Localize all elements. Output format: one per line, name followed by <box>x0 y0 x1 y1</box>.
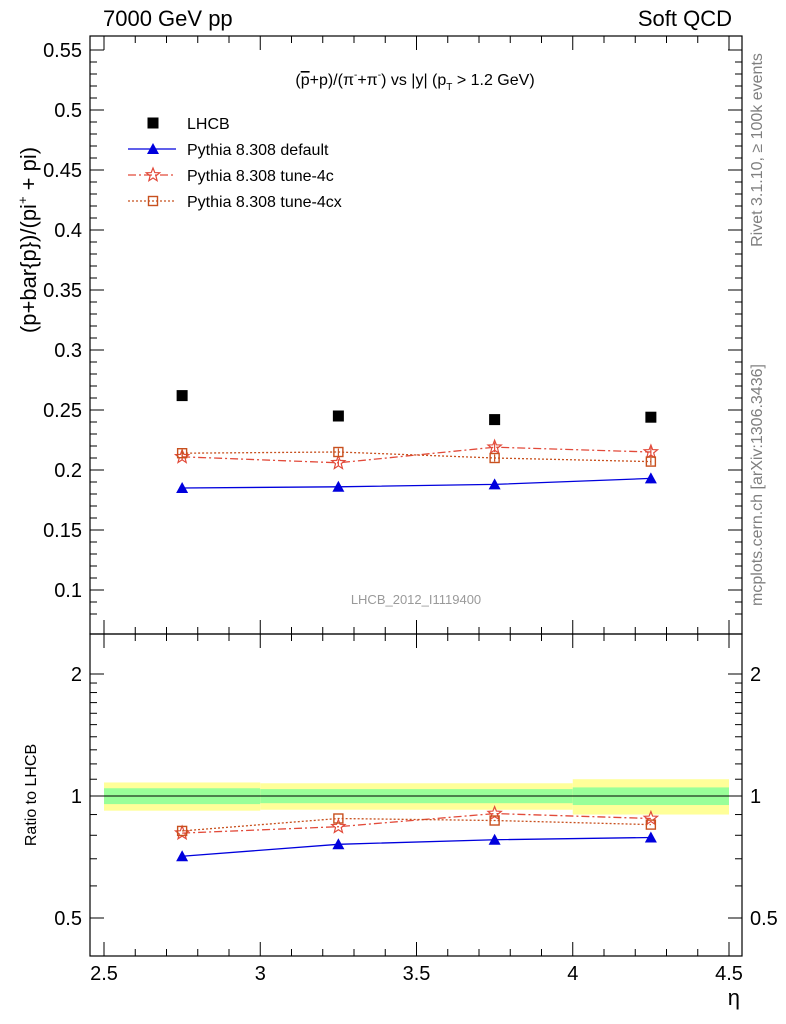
legend: LHCB Pythia 8.308 default Pythia 8.308 tun… <box>128 116 342 211</box>
main-data-point <box>176 448 188 459</box>
legend-marker <box>147 195 159 207</box>
ratio-y-tick-label-right: 2 <box>750 664 761 686</box>
rivet-version-label: Rivet 3.1.10, ≥ 100k events <box>749 53 766 247</box>
main-data-point <box>489 452 500 464</box>
legend-label: LHCB <box>187 116 230 133</box>
ratio-y-tick-label-right: 0.5 <box>750 908 778 930</box>
main-data-point <box>645 411 657 423</box>
main-data-point <box>486 438 503 455</box>
main-series-group <box>173 390 660 493</box>
legend-label: Pythia 8.308 default <box>187 142 329 159</box>
x-tick-label: 4.5 <box>715 963 743 985</box>
y-tick-label: 0.15 <box>43 520 82 542</box>
y-tick-label: 0.45 <box>43 160 82 182</box>
legend-marker <box>147 143 159 154</box>
x-tick-label: 2.5 <box>90 963 118 985</box>
ratio-data-point <box>644 831 657 843</box>
ratio-data-point <box>642 809 660 826</box>
ratio-y-axis-title: Ratio to LHCB <box>23 744 40 846</box>
main-data-point <box>332 410 344 422</box>
main-data-point <box>488 478 501 490</box>
ratio-data-point <box>332 838 345 850</box>
x-tick-label: 3 <box>255 963 266 985</box>
y-tick-label: 0.1 <box>54 580 82 602</box>
y-tick-label: 0.35 <box>43 280 82 302</box>
ratio-data-point <box>176 825 188 837</box>
legend-marker <box>147 117 159 129</box>
main-series-line <box>182 477 651 489</box>
main-data-point <box>644 472 657 484</box>
ratio-data-point <box>488 833 501 845</box>
y-tick-label: 0.4 <box>54 220 82 242</box>
main-data-point <box>332 480 345 492</box>
main-data-point <box>645 456 657 467</box>
mcplots-label: mcplots.cern.ch [arXiv:1306.3436] <box>749 364 766 606</box>
plot-title: (p+p)/(π-+π-) vs |y| (pT > 1.2 GeV) <box>295 70 534 93</box>
ratio-data-point <box>489 815 500 826</box>
main-data-point <box>333 446 344 458</box>
ratio-y-ticks: 0.5 0.5 1 1 2 2 <box>54 664 778 930</box>
ratio-series-group <box>173 804 660 862</box>
legend-marker <box>144 166 162 183</box>
y-tick-label: 0.55 <box>43 40 82 62</box>
ratio-y-tick-label-right: 1 <box>750 786 761 808</box>
main-series-line <box>182 446 651 464</box>
ratio-series-line <box>182 836 651 857</box>
ratio-y-tick-label: 2 <box>71 664 82 686</box>
ratio-data-point <box>176 850 189 862</box>
x-tick-label: 3.5 <box>403 963 431 985</box>
main-data-point <box>176 390 188 402</box>
ratio-series-line <box>182 817 651 832</box>
main-data-point <box>176 482 189 493</box>
main-data-point <box>642 443 660 460</box>
ratio-data-point <box>645 819 657 830</box>
legend-label: Pythia 8.308 tune-4c <box>187 168 334 185</box>
ratio-uncertainty-bands <box>104 779 729 815</box>
analysis-watermark: LHCB_2012_I1119400 <box>351 592 481 607</box>
main-data-point <box>330 454 347 470</box>
y-tick-label: 0.3 <box>54 340 82 362</box>
ratio-y-tick-label: 1 <box>71 786 82 808</box>
main-data-point <box>489 414 501 426</box>
x-axis-title: η <box>728 985 740 1010</box>
ratio-data-point <box>333 813 344 824</box>
x-tick-label: 4 <box>567 963 578 985</box>
ratio-series-line <box>182 812 651 834</box>
header-right-label: Soft QCD <box>637 6 732 31</box>
y-tick-label: 0.5 <box>54 100 82 122</box>
main-series-line <box>182 451 651 463</box>
legend-label: Pythia 8.308 tune-4cx <box>187 194 342 211</box>
main-y-axis-title: (p+bar{p})/(pi+ + pi) <box>15 147 41 333</box>
ratio-y-tick-label: 0.5 <box>54 908 82 930</box>
x-ticks: 2.5 3 3.5 4 4.5 <box>90 36 743 985</box>
main-y-ticks: 0.1 0.15 0.2 0.25 0.3 0.35 0.4 0.45 0.5 0.55 <box>43 40 742 615</box>
header-left-label: 7000 GeV pp <box>103 6 233 31</box>
y-tick-label: 0.25 <box>43 400 82 422</box>
ratio-data-point <box>330 818 347 834</box>
y-tick-label: 0.2 <box>54 460 82 482</box>
